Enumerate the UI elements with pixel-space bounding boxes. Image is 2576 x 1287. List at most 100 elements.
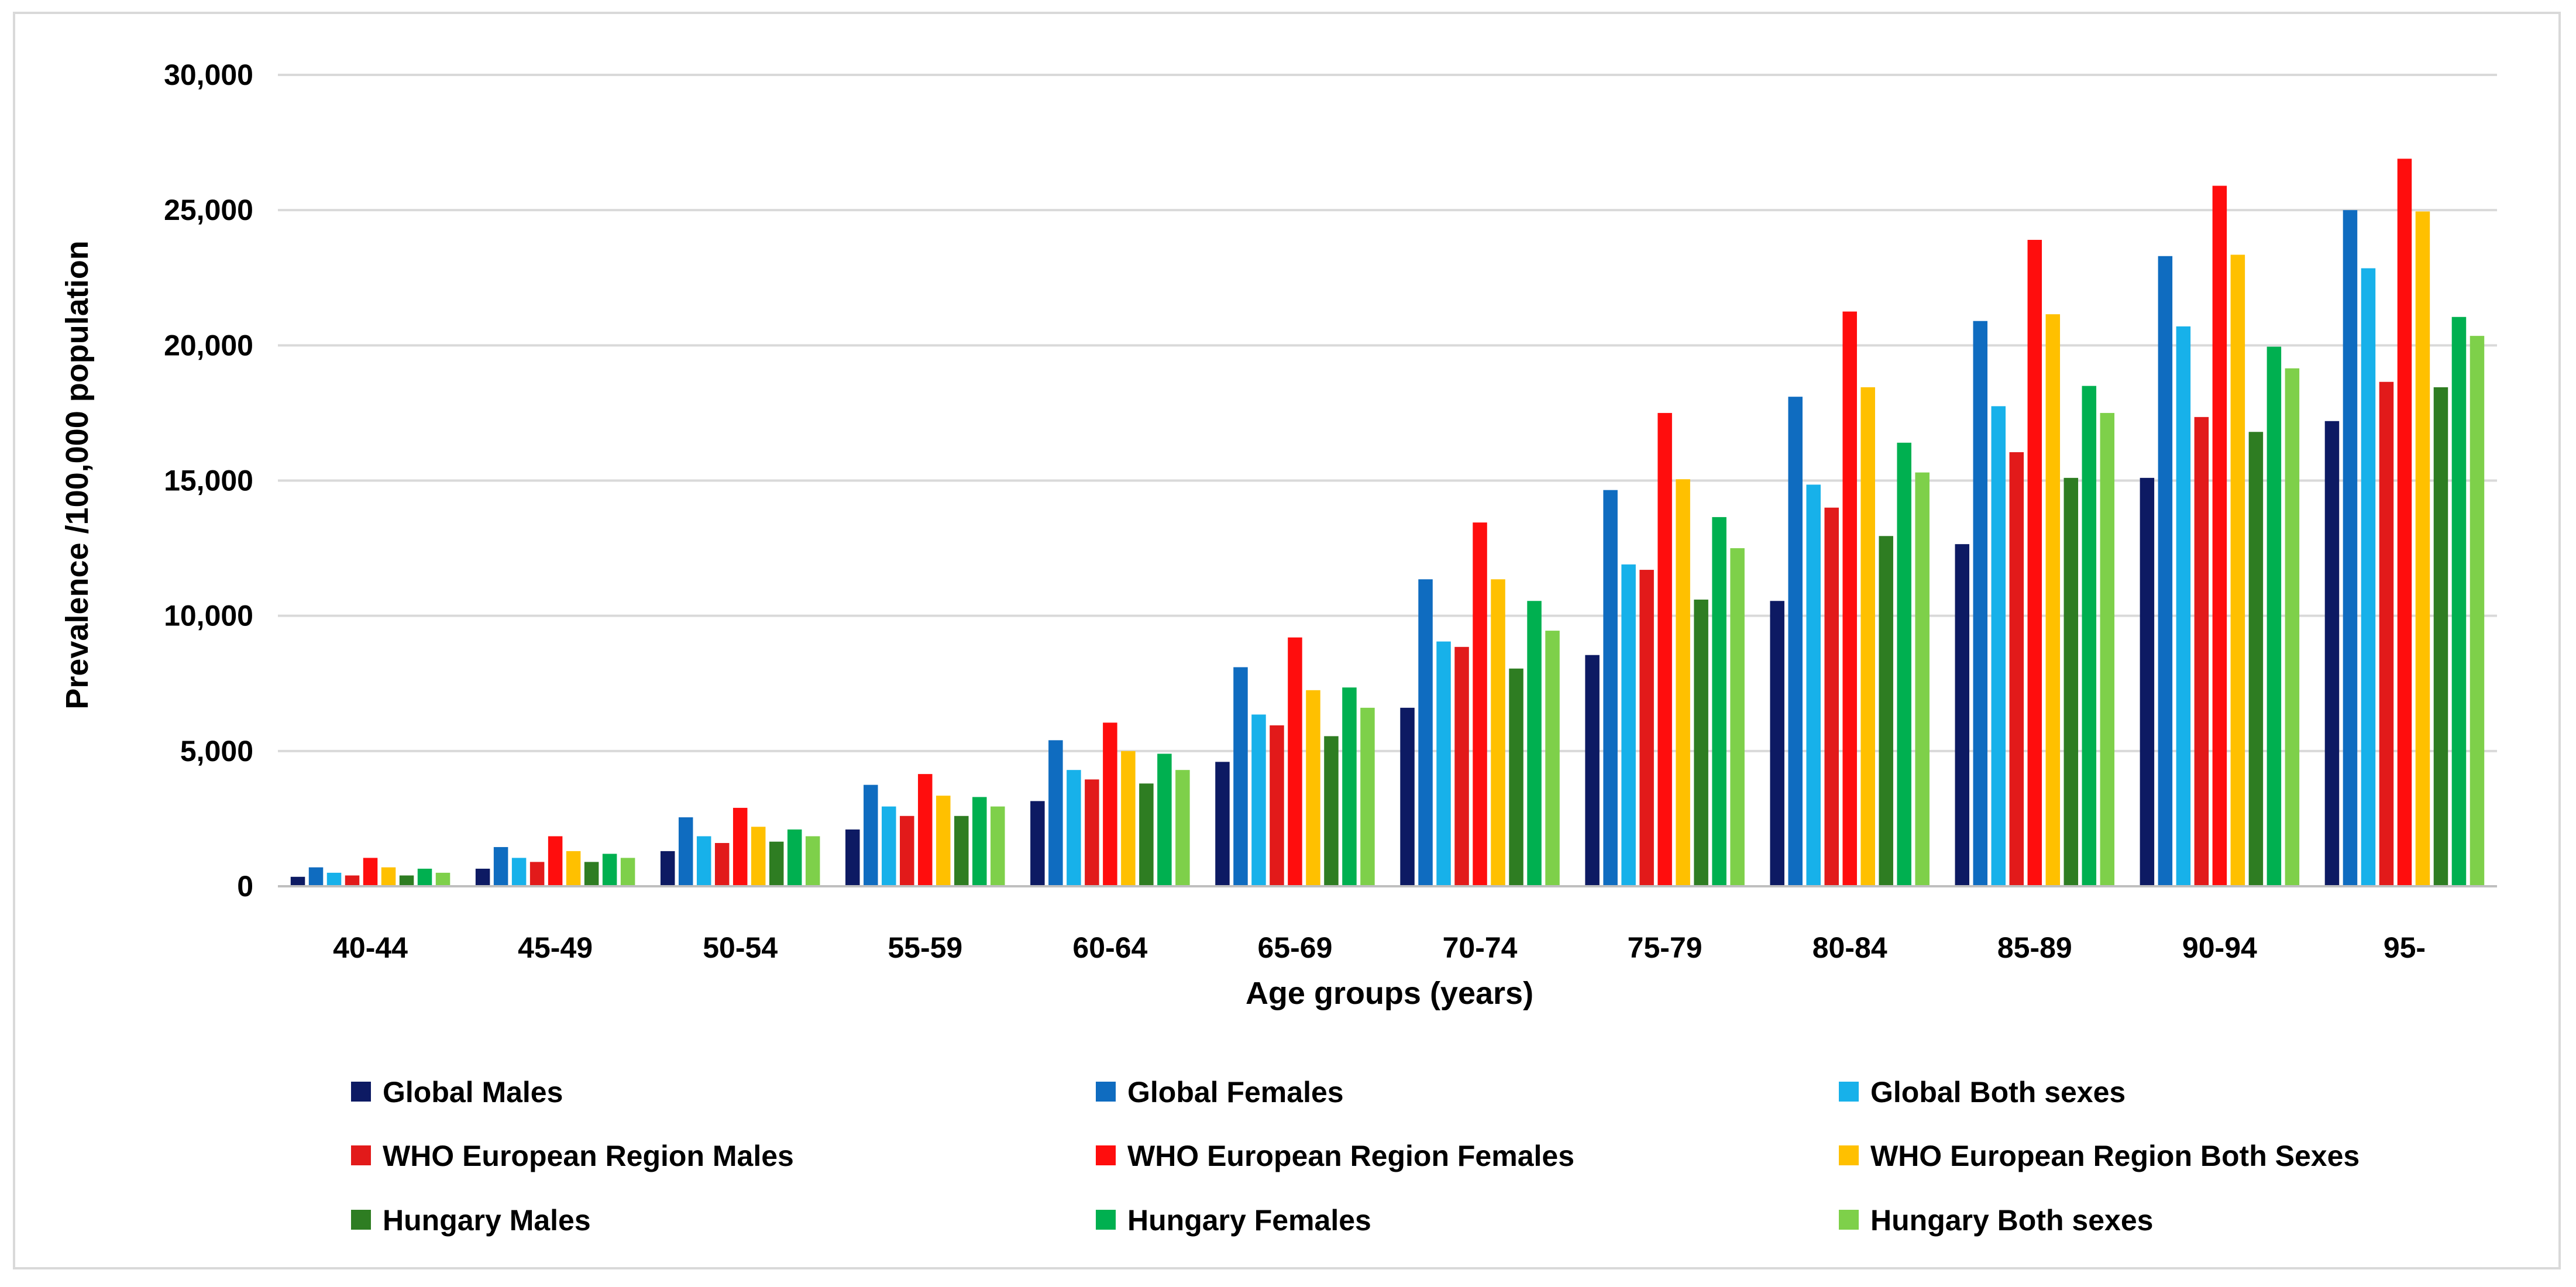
y-tick-label: 20,000 xyxy=(164,329,253,362)
bar-95--hungary-males xyxy=(2433,387,2448,886)
legend-label: Hungary Females xyxy=(1127,1204,1371,1237)
bar-60-64-who-european-region-both-sexes xyxy=(1121,751,1136,886)
bar-65-69-who-european-region-both-sexes xyxy=(1306,690,1320,886)
bar-55-59-hungary-both-sexes xyxy=(990,806,1005,886)
y-axis-title: Prevalence /100,000 population xyxy=(60,240,95,709)
y-tick-label: 15,000 xyxy=(164,464,253,497)
bar-70-74-who-european-region-females xyxy=(1473,522,1487,886)
bar-80-84-global-females xyxy=(1788,397,1803,886)
x-tick-label: 40-44 xyxy=(333,931,408,964)
bar-50-54-hungary-females xyxy=(787,829,802,886)
legend-label: WHO European Region Males xyxy=(383,1140,794,1172)
bar-45-49-global-females xyxy=(493,846,508,886)
bar-75-79-hungary-both-sexes xyxy=(1730,548,1745,886)
bar-55-59-who-european-region-males xyxy=(900,815,914,886)
x-tick-label: 45-49 xyxy=(518,931,593,964)
bar-45-49-hungary-females xyxy=(602,854,617,886)
bar-60-64-who-european-region-males xyxy=(1085,779,1099,886)
bar-70-74-hungary-males xyxy=(1509,668,1523,886)
bar-80-84-global-males xyxy=(1770,601,1784,886)
bar-90-94-hungary-males xyxy=(2248,432,2264,886)
y-tick-label: 0 xyxy=(237,870,253,903)
bar-85-89-hungary-both-sexes xyxy=(2100,412,2115,886)
bar-45-49-global-males xyxy=(475,868,490,886)
bar-90-94-global-both-sexes xyxy=(2176,326,2191,886)
bar-70-74-global-females xyxy=(1418,579,1433,886)
legend-swatch xyxy=(1096,1145,1116,1165)
x-tick-label: 90-94 xyxy=(2182,931,2257,964)
bar-55-59-who-european-region-both-sexes xyxy=(936,796,951,886)
bar-40-44-global-both-sexes xyxy=(326,872,342,886)
x-tick-label: 50-54 xyxy=(703,931,778,964)
bar-90-94-global-males xyxy=(2140,477,2155,886)
legend-label: WHO European Region Females xyxy=(1127,1140,1574,1172)
y-axis-ticks: 0 5,000 10,000 15,000 20,000 25,000 30,000 xyxy=(164,58,253,903)
legend-swatch xyxy=(1839,1145,1859,1165)
bar-70-74-global-both-sexes xyxy=(1436,641,1451,886)
x-axis-ticks: 40-44 45-49 50-54 55-59 60-64 65-69 70-74 75-79… xyxy=(333,931,2426,964)
legend-label: Hungary Both sexes xyxy=(1870,1204,2153,1237)
bar-45-49-who-european-region-males xyxy=(529,862,545,886)
bar-95--who-european-region-both-sexes xyxy=(2415,211,2430,887)
bar-80-84-who-european-region-males xyxy=(1824,507,1839,886)
bar-40-44-global-females xyxy=(308,867,324,886)
bar-50-54-who-european-region-males xyxy=(714,843,730,886)
bar-65-69-global-males xyxy=(1215,762,1230,886)
bar-60-64-hungary-males xyxy=(1139,783,1154,886)
legend-label: WHO European Region Both Sexes xyxy=(1870,1140,2360,1172)
bar-85-89-hungary-males xyxy=(2063,477,2079,886)
chart-frame xyxy=(13,12,2561,1269)
bar-45-49-who-european-region-females xyxy=(548,836,563,886)
bar-95--global-males xyxy=(2324,421,2340,886)
bar-75-79-global-both-sexes xyxy=(1621,564,1636,886)
legend-swatch xyxy=(1839,1210,1859,1230)
legend-label: Global Males xyxy=(383,1076,563,1109)
x-tick-label: 60-64 xyxy=(1072,931,1147,964)
gridlines xyxy=(278,74,2497,752)
bar-40-44-who-european-region-females xyxy=(363,858,378,886)
bar-40-44-who-european-region-males xyxy=(345,875,360,886)
bar-60-64-global-males xyxy=(1030,801,1045,886)
x-tick-label: 65-69 xyxy=(1258,931,1333,964)
bars xyxy=(290,159,2485,887)
bar-65-69-hungary-males xyxy=(1324,736,1339,886)
bar-85-89-global-both-sexes xyxy=(1991,406,2006,886)
bar-55-59-global-both-sexes xyxy=(882,806,896,886)
bar-45-49-global-both-sexes xyxy=(511,858,527,886)
legend-swatch xyxy=(1839,1082,1859,1102)
bar-70-74-who-european-region-males xyxy=(1454,646,1469,886)
bar-80-84-hungary-females xyxy=(1897,442,1911,886)
bar-60-64-hungary-both-sexes xyxy=(1175,770,1190,886)
bar-85-89-who-european-region-females xyxy=(2027,240,2042,887)
bar-80-84-who-european-region-females xyxy=(1842,311,1857,886)
bar-95--global-both-sexes xyxy=(2361,268,2376,886)
legend-swatch xyxy=(351,1210,371,1230)
bar-90-94-hungary-females xyxy=(2267,346,2282,886)
bar-80-84-hungary-males xyxy=(1879,536,1893,886)
bar-50-54-hungary-males xyxy=(769,841,784,886)
bar-75-79-hungary-males xyxy=(1694,599,1708,886)
legend-swatch xyxy=(1096,1210,1116,1230)
bar-95--hungary-females xyxy=(2451,316,2467,886)
bar-50-54-global-females xyxy=(678,817,693,886)
bar-70-74-who-european-region-both-sexes xyxy=(1491,579,1505,886)
bar-95--global-females xyxy=(2343,210,2358,887)
y-tick-label: 30,000 xyxy=(164,58,253,91)
x-axis-title: Age groups (years) xyxy=(1246,976,1533,1011)
bar-90-94-hungary-both-sexes xyxy=(2285,368,2300,886)
y-tick-label: 25,000 xyxy=(164,194,253,226)
x-tick-label: 85-89 xyxy=(1997,931,2072,964)
x-tick-label: 75-79 xyxy=(1628,931,1703,964)
legend: Global Males Global Females Global Both se… xyxy=(351,1076,2360,1237)
bar-75-79-who-european-region-both-sexes xyxy=(1676,479,1690,886)
bar-55-59-hungary-females xyxy=(972,797,987,886)
bar-75-79-global-males xyxy=(1585,655,1600,886)
bar-75-79-hungary-females xyxy=(1712,517,1726,886)
bar-45-49-hungary-both-sexes xyxy=(620,858,635,886)
x-tick-label: 70-74 xyxy=(1443,931,1518,964)
bar-60-64-global-females xyxy=(1048,740,1063,886)
bar-65-69-global-both-sexes xyxy=(1251,714,1266,886)
bar-85-89-hungary-females xyxy=(2082,386,2097,886)
bar-40-44-who-european-region-both-sexes xyxy=(381,867,396,886)
